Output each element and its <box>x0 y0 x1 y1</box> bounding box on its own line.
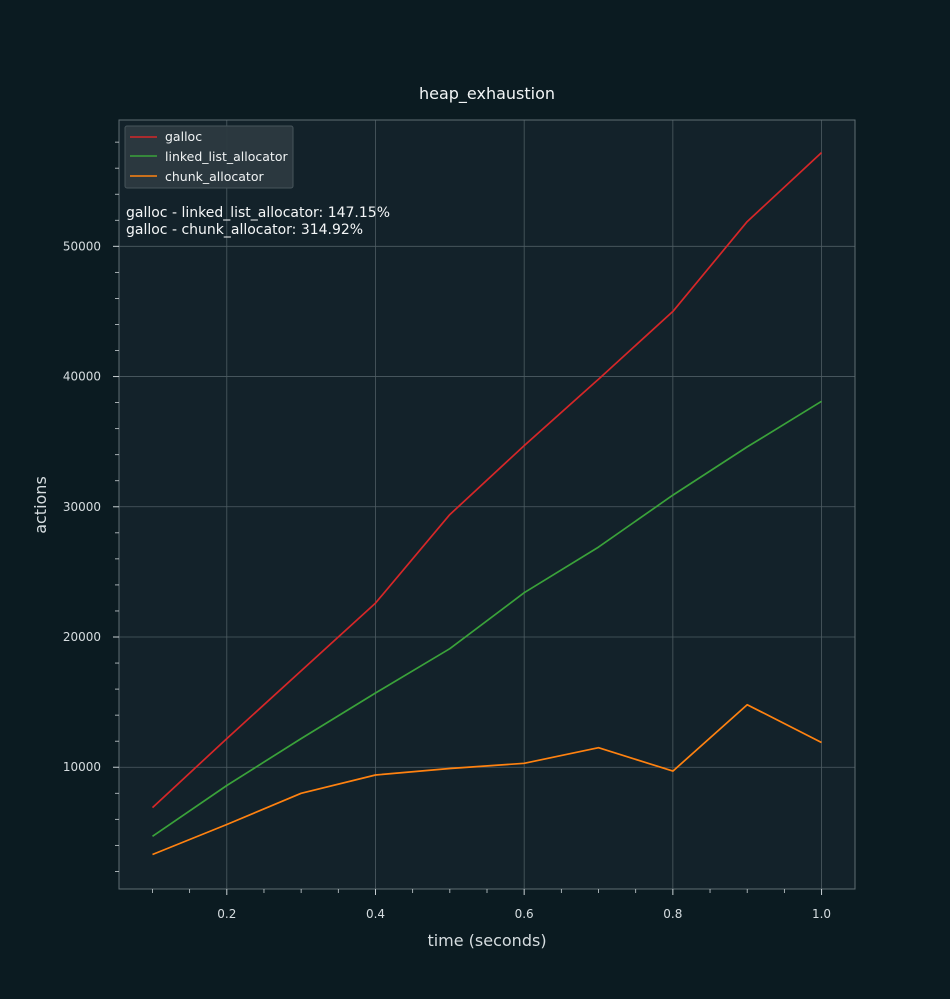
x-axis-label: time (seconds) <box>427 931 546 950</box>
legend-label-galloc: galloc <box>165 129 202 144</box>
y-tick-label: 40000 <box>63 370 101 384</box>
x-tick-label: 0.6 <box>515 907 534 921</box>
axis-ticks: 0.2 0.4 0.6 0.8 1.0 10000 20000 30000 40000 50000 <box>63 141 831 921</box>
series-line-chunk-allocator <box>152 703 822 856</box>
legend-label-chunk-allocator: chunk_allocator <box>165 169 264 184</box>
series-line-galloc <box>151 151 823 809</box>
x-tick-label: 0.2 <box>217 907 236 921</box>
grid-lines <box>119 120 855 889</box>
x-tick-label: 1.0 <box>812 907 831 921</box>
annotation-chunk-diff: galloc - chunk_allocator: 314.92% <box>126 222 363 238</box>
x-tick-label: 0.8 <box>663 907 682 921</box>
legend-box <box>124 125 294 189</box>
plot-area <box>119 120 855 889</box>
annotation-linked-list-diff: galloc - linked_list_allocator: 147.15% <box>126 205 390 221</box>
y-tick-label: 50000 <box>63 239 101 253</box>
y-tick-label: 30000 <box>63 500 101 514</box>
y-tick-label: 20000 <box>63 630 101 644</box>
series-line-linked-list-allocator <box>152 400 822 838</box>
x-tick-label: 0.4 <box>366 907 385 921</box>
legend: galloc linked_list_allocator chunk_alloc… <box>124 125 294 189</box>
y-axis-label: actions <box>31 476 50 534</box>
legend-label-linked-list-allocator: linked_list_allocator <box>165 149 288 164</box>
y-tick-label: 10000 <box>63 760 101 774</box>
chart-title: heap_exhaustion <box>419 84 555 104</box>
series-layer <box>151 151 823 856</box>
